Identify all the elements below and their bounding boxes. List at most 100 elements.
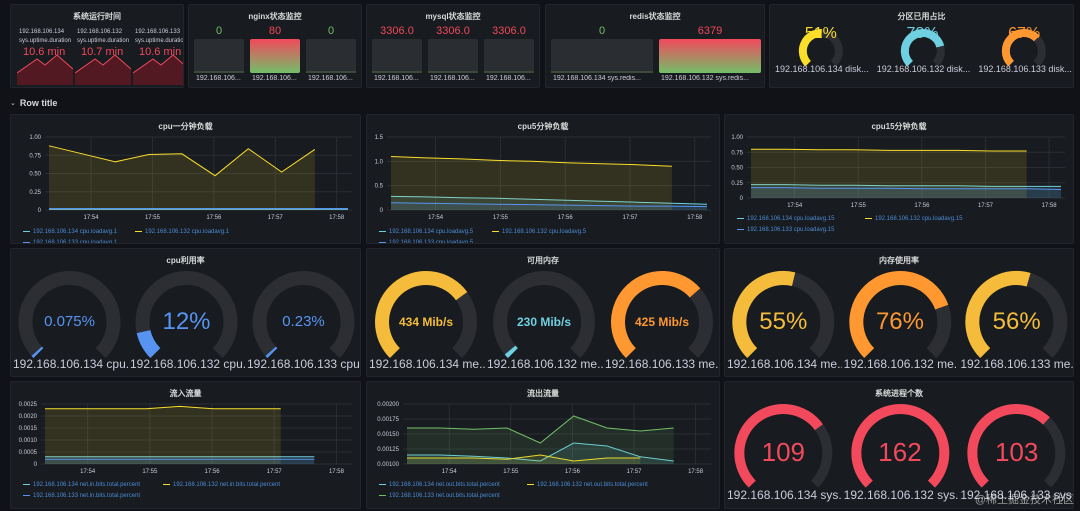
legend-swatch: [492, 230, 499, 232]
legend-item[interactable]: 192.168.106.133 cpu.loadavg.15: [737, 227, 834, 233]
panel-title: mysql状态监控: [425, 12, 481, 21]
baseline: [484, 71, 534, 73]
uptime-metric: sys.uptime.duration: [135, 38, 184, 44]
legend-item[interactable]: 192.168.106.132 cpu.loadavg.15: [865, 216, 962, 222]
legend-item[interactable]: 192.168.106.133 cpu.loadavg.5: [379, 240, 473, 243]
gauge: [849, 271, 951, 359]
legend-swatch: [527, 483, 534, 485]
legend-swatch: [379, 230, 386, 232]
x-tick-label: 17:56: [914, 203, 930, 209]
y-tick-label: 0: [380, 208, 384, 214]
nginx-value: 0: [327, 25, 335, 37]
y-tick-label: 0: [38, 208, 42, 214]
legend-swatch: [379, 494, 386, 496]
legend-label: 192.168.106.133 net.out.bits.total.perce…: [389, 493, 500, 499]
legend-item[interactable]: 192.168.106.134 net.in.bits.total.percen…: [23, 482, 140, 488]
net-out-chart: 0.00100 0.00125 0.00150 0.00175 0.00200 17:54…: [377, 402, 711, 475]
row-toggle[interactable]: ⌄ Row title: [10, 96, 57, 110]
legend-label: 192.168.106.133 net.in.bits.total.percen…: [33, 493, 141, 499]
legend-item[interactable]: 192.168.106.132 cpu.loadavg.5: [492, 229, 586, 235]
mysql-value: 3306.0: [436, 25, 470, 37]
y-tick-label: 0.00200: [377, 402, 399, 408]
redis-panel: redis状态监控 0 192.168.106.134 sys.redis... 6…: [545, 4, 765, 88]
mem-gauges: 434 Mib/s 192.168.106.134 me... 230 Mib/s 1…: [367, 267, 719, 376]
gauge-fill: [611, 271, 701, 359]
sparkline: [75, 54, 131, 74]
gauge: [252, 271, 355, 359]
x-tick-label: 17:55: [503, 469, 519, 475]
y-tick-label: 0.50: [731, 166, 743, 172]
series-area: [391, 156, 672, 210]
gauge-fill: [965, 271, 1031, 359]
gauge-value: 51%: [804, 25, 837, 42]
baseline: [428, 71, 478, 73]
x-tick-label: 17:54: [84, 215, 100, 221]
y-tick-label: 0.0020: [19, 414, 38, 420]
gauge-label: 192.168.106.132 me...: [487, 357, 603, 372]
nginx-state-box: [306, 39, 356, 73]
gauge: [135, 271, 238, 359]
legend-swatch: [135, 230, 142, 232]
mysql-value: 3306.0: [380, 25, 414, 37]
series-area: [45, 406, 281, 464]
legend-swatch: [737, 228, 744, 230]
gauge-value: 103: [994, 437, 1039, 468]
baseline: [372, 71, 422, 73]
x-tick-label: 17:56: [565, 469, 581, 475]
legend-item[interactable]: 192.168.106.134 cpu.loadavg.5: [379, 229, 473, 235]
x-tick-label: 17:58: [688, 469, 704, 475]
gauge-label: 192.168.106.132 cpu...: [130, 357, 245, 372]
mysql-label: 192.168.106...: [486, 75, 531, 82]
gauge-value: 425 Mib/s: [634, 314, 690, 329]
uptime-host: 192.168.106.133: [135, 29, 181, 35]
redis-state-box: [551, 39, 653, 73]
y-tick-label: 0.75: [731, 150, 743, 156]
cpu1-panel: cpu一分钟负载 0 0.25 0.50 0.75 1.00 17:54 17:55 17:5…: [10, 114, 361, 244]
gauge-fill: [849, 271, 948, 359]
x-tick-label: 17:57: [268, 215, 284, 221]
uptime-host: 192.168.106.134: [19, 29, 65, 35]
mem-panel: 可用内存 434 Mib/s 192.168.106.134 me... 230 M…: [366, 248, 720, 377]
legend-item[interactable]: 192.168.106.134 cpu.loadavg.1: [23, 229, 117, 235]
x-tick-label: 17:54: [787, 203, 803, 209]
x-tick-label: 17:58: [329, 469, 345, 475]
series-line: [48, 145, 316, 177]
panel-title: 可用内存: [527, 256, 559, 265]
y-tick-label: 0.25: [731, 181, 743, 187]
legend-item[interactable]: 192.168.106.132 net.in.bits.total.percen…: [163, 482, 280, 488]
gauge-fill: [504, 345, 518, 359]
nginx-label: 192.168.106...: [196, 75, 241, 82]
net-in-panel: 流入流量 0 0.0005 0.0010 0.0015 0.0020 0.0025 17:5…: [10, 381, 361, 509]
uptime-stat: 192.168.106.133 sys.uptime.duration 10.6 m…: [133, 25, 184, 87]
uptime-stat: 192.168.106.132 sys.uptime.duration 10.7 m…: [75, 25, 131, 87]
legend-item[interactable]: 192.168.106.134 net.out.bits.total.perce…: [379, 482, 500, 488]
x-tick-label: 17:57: [622, 215, 638, 221]
series-area: [407, 455, 641, 464]
cpu5-panel: cpu5分钟负载 0 0.5 1.0 1.5 17:54 17:55 17:56 17:57 1…: [366, 114, 720, 244]
gauge-label: 192.168.106.134 sys...: [727, 488, 842, 503]
gauge: [611, 271, 713, 359]
baseline: [194, 71, 244, 73]
series-line: [390, 195, 708, 205]
legend-item[interactable]: 192.168.106.134 cpu.loadavg.15: [737, 216, 834, 222]
legend-item[interactable]: 192.168.106.132 net.out.bits.total.perce…: [527, 482, 648, 488]
y-tick-label: 0: [740, 196, 744, 202]
legend-item[interactable]: 192.168.106.132 cpu.loadavg.1: [135, 229, 229, 235]
legend-swatch: [23, 230, 30, 232]
redis-value: 6379: [697, 25, 723, 37]
legend-item[interactable]: 192.168.106.133 net.in.bits.total.percen…: [23, 493, 140, 499]
legend-item[interactable]: 192.168.106.133 cpu.loadavg.1: [23, 240, 117, 243]
gauge-value: 55%: [759, 307, 808, 335]
legend-label: 192.168.106.133 cpu.loadavg.15: [747, 227, 835, 233]
mysql-value: 3306.0: [492, 25, 526, 37]
baseline: [306, 71, 356, 73]
legend-item[interactable]: 192.168.106.133 net.out.bits.total.perce…: [379, 493, 500, 499]
gauge: [732, 271, 835, 359]
cpu-usage-panel: cpu利用率 0.075% 192.168.106.134 cpu... 12% 19…: [10, 248, 361, 377]
y-tick-label: 1.5: [375, 135, 384, 141]
legend-label: 192.168.106.134 cpu.loadavg.15: [747, 216, 835, 222]
nginx-state-box: [250, 39, 300, 73]
gauge: [375, 271, 477, 359]
series-line: [45, 405, 281, 410]
watermark: @稀土掘金技术社区: [974, 494, 1074, 506]
